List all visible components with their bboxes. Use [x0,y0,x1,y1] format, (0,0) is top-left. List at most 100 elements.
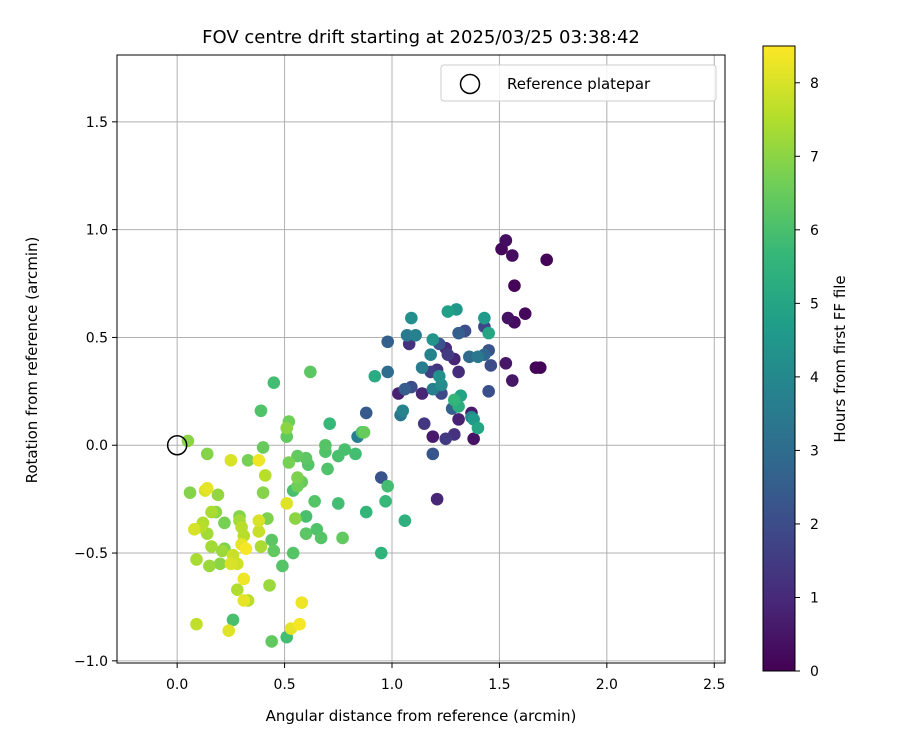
plot-border [116,54,726,664]
data-point [323,417,336,430]
data-point [308,494,321,508]
legend-label: Reference platepar [507,75,651,93]
data-point [506,374,519,387]
data-point [396,404,410,418]
colorbar-label: Hours from first FF file [831,275,849,442]
data-point [205,505,218,519]
data-point [484,359,498,372]
data-point [398,382,412,396]
data-point [452,326,465,340]
y-tick-label: 0.5 [86,330,108,346]
data-point [467,432,480,446]
data-point [426,333,440,346]
x-axis-label: Angular distance from reference (arcmin) [266,707,577,725]
data-point [540,253,553,267]
data-point [471,421,485,435]
data-point [280,497,294,510]
data-point [265,635,278,648]
data-point [359,406,373,420]
data-point [499,357,513,370]
y-tick-label: −0.5 [74,546,108,562]
y-axis-label: Rotation from reference (arcmin) [23,237,41,484]
data-point [265,533,278,547]
data-point [254,540,268,553]
data-point [508,279,521,292]
data-point [267,376,281,390]
data-point [280,430,294,443]
data-point [256,441,270,454]
data-point [381,365,394,379]
data-point [452,365,465,379]
data-point [336,531,349,545]
data-point [252,514,266,528]
x-tick-label: 1.0 [381,677,403,693]
data-point [417,417,431,430]
data-point [239,542,253,556]
data-point [499,234,513,247]
x-tick-label: 2.5 [703,677,725,693]
colorbar-tick-label: 0 [810,664,819,680]
data-point [256,486,270,499]
data-point [203,559,216,573]
data-point [237,594,251,607]
data-point [280,421,294,435]
colorbar-gradient [762,45,796,672]
colorbar-tick-label: 6 [810,223,819,239]
data-point [349,447,362,461]
data-point [211,488,225,502]
data-point [359,505,373,519]
data-point [276,559,289,573]
data-point [501,311,515,325]
data-point [321,462,334,476]
data-point [374,546,388,560]
data-point [282,456,296,469]
colorbar-tick-label: 2 [810,517,819,533]
data-point [430,492,444,506]
reference-marker-icon [459,73,481,95]
legend-box [440,64,717,102]
data-point [200,482,214,495]
plot-frame [116,54,726,664]
data-point [215,544,229,558]
reference-platepar-marker [166,434,188,456]
y-tick-label: −1.0 [74,654,108,670]
x-tick-label: 2.0 [596,677,618,693]
colorbar-tick-label: 1 [810,590,819,606]
colorbar-tick-label: 7 [810,149,819,165]
data-point [439,432,453,446]
data-point [224,454,238,467]
data-point [426,447,440,461]
y-tick-label: 1.0 [86,223,108,239]
x-axis: 0.0 0.5 1.0 1.5 2.0 2.5 [166,663,725,693]
data-point [181,434,195,448]
data-point [299,510,313,523]
data-point [299,527,313,540]
colorbar-tick-label: 8 [810,76,819,92]
data-point [293,617,306,631]
data-point [267,544,281,558]
data-point [289,512,302,525]
data-point [331,449,345,463]
data-point [415,387,429,400]
data-point [252,454,266,467]
y-tick-label: 1.5 [86,115,108,131]
data-point [432,369,446,383]
data-point [448,393,461,407]
data-point [237,572,251,586]
data-point [381,335,394,349]
colorbar-tick-label: 5 [810,296,819,312]
data-point [304,365,317,379]
x-tick-label: 0.5 [273,677,295,693]
data-point [224,557,238,571]
scatter-points [166,234,553,648]
y-axis: −1.0 −0.5 0.0 0.5 1.0 1.5 [74,115,117,670]
legend: Reference platepar [440,64,717,102]
data-point [263,579,276,592]
data-point [222,624,236,637]
data-point [252,525,266,538]
data-point [478,311,491,325]
data-point [190,617,203,631]
y-tick-label: 0.0 [86,438,108,454]
data-point [405,311,418,325]
colorbar-ticks: 0 1 2 3 4 5 6 7 8 [795,76,819,680]
